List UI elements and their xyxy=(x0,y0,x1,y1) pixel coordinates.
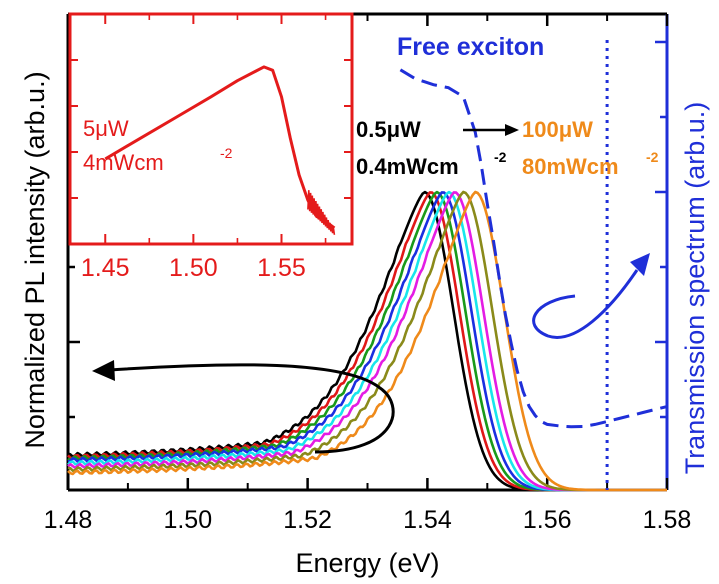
left-axis-arrow xyxy=(109,363,395,454)
x-tick-label: 1.58 xyxy=(643,506,692,534)
x-tick-label: 1.52 xyxy=(283,506,332,534)
power-arrow-head xyxy=(505,124,519,136)
high-power-label: 100μW xyxy=(522,117,593,142)
inset-density-label: 4mWcm xyxy=(83,150,164,175)
inset-plot: 1.45 1.50 1.55 5μW 4mWcm -2 xyxy=(68,12,354,282)
inset-x-tick-label: 1.55 xyxy=(257,254,306,282)
inset-x-tick-label: 1.45 xyxy=(81,254,130,282)
inset-frame xyxy=(68,12,354,246)
pl-series-line xyxy=(67,190,667,492)
x-axis-title: Energy (eV) xyxy=(295,548,439,578)
main-plot: 1.48 1.50 1.52 1.54 1.56 1.58 Energy (eV) Norma… xyxy=(20,12,710,578)
y-axis-title: Normalized PL intensity (arb.u.) xyxy=(20,71,50,448)
right-axis-arrow xyxy=(532,269,639,339)
inset-power-label: 5μW xyxy=(83,116,129,141)
x-tick-label: 1.54 xyxy=(403,506,452,534)
high-density-exponent: -2 xyxy=(646,149,659,165)
y2-axis-title: Transmission spectrum (arb.u.) xyxy=(680,102,710,475)
x-tick-label: 1.48 xyxy=(44,506,93,534)
right-axis-arrow-head xyxy=(630,253,650,276)
high-density-label: 80mWcm xyxy=(522,154,619,179)
transmission-curve xyxy=(399,68,668,429)
x-tick-label: 1.50 xyxy=(163,506,212,534)
x-tick-label: 1.56 xyxy=(523,506,572,534)
free-exciton-label: Free exciton xyxy=(397,33,544,61)
low-density-exponent: -2 xyxy=(494,149,507,165)
low-power-label: 0.5μW xyxy=(356,117,421,142)
low-density-label: 0.4mWcm xyxy=(356,154,459,179)
inset-x-tick-label: 1.50 xyxy=(169,254,218,282)
left-axis-arrow-head xyxy=(92,360,115,381)
inset-noise-tail xyxy=(307,190,336,235)
inset-density-exponent: -2 xyxy=(220,145,233,161)
pl-series-line xyxy=(67,190,667,492)
